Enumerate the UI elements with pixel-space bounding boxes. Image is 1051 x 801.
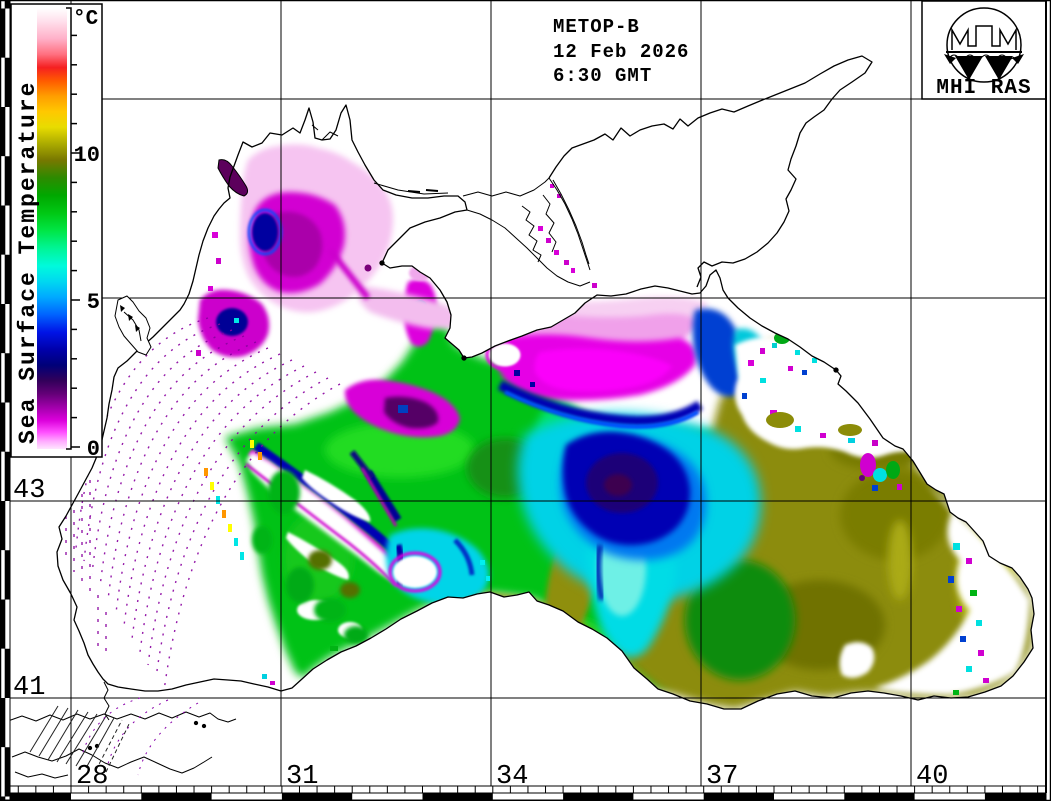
colorbar-value-5: 5	[87, 290, 100, 315]
lat-label-41: 41	[13, 673, 45, 703]
lagoon-features	[217, 159, 597, 288]
logo-box: MHI RAS	[921, 0, 1047, 100]
time-label: 6:30 GMT	[553, 65, 652, 87]
colorbar-value-10: 10	[74, 143, 100, 168]
satellite-name-label: METOP-B	[553, 16, 640, 38]
colorbar-ticks	[71, 34, 80, 448]
sea-surface-field	[65, 144, 1033, 709]
logo-text: MHI RAS	[936, 77, 1031, 100]
land-hatching	[29, 697, 199, 776]
coastline	[7, 55, 1035, 779]
date-label: 12 Feb 2026	[553, 41, 689, 63]
colorbar-axis	[66, 7, 72, 450]
colorbar-gradient	[37, 8, 67, 449]
colorbar-unit-label: °C	[73, 8, 99, 31]
colorbar-title: Sea Surface Temperature	[15, 81, 41, 444]
lat-label-43: 43	[13, 476, 45, 506]
colorbar-tick-labels: 10 5 0	[74, 143, 100, 462]
colorbar: 10 5 0 °C Sea Surface Temperature	[10, 3, 103, 462]
lat-labels: 43 41	[13, 476, 45, 703]
mhi-ras-logo-emblem	[944, 7, 1024, 83]
colorbar-value-0: 0	[87, 437, 100, 462]
header-text: METOP-B 12 Feb 2026 6:30 GMT	[553, 16, 689, 87]
scan-artifact-color-ticks	[204, 440, 262, 560]
